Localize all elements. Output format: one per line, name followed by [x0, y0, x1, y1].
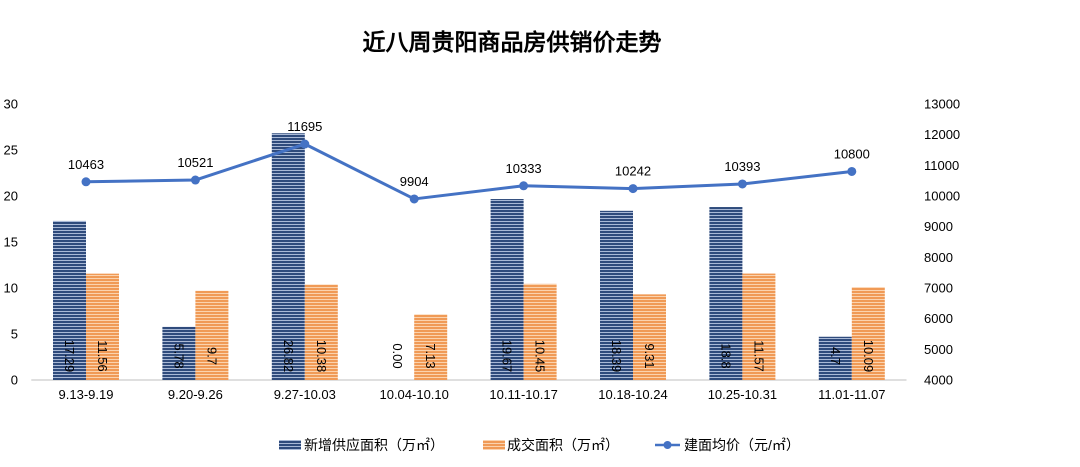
- x-tick-label: 10.11-10.17: [489, 387, 557, 402]
- bar-transaction: [195, 290, 229, 380]
- bar-transaction: [414, 314, 448, 380]
- bar-label-transaction: 10.38: [314, 340, 329, 373]
- legend-swatch-price-marker: [663, 441, 672, 449]
- legend-swatch-new-supply: [279, 440, 301, 450]
- price-label: 10242: [615, 164, 651, 179]
- price-point: [300, 139, 310, 149]
- price-line-series: 10463 10521 11695 9904 10333 10242 10393 10800: [68, 119, 870, 204]
- bars: 17.29 5.78 26.82 0.00 19.67 18.39 18.8 4.7 11.56…: [53, 133, 885, 380]
- x-tick-label: 9.13-9.19: [59, 387, 114, 402]
- bar-label-new-supply: 26.82: [281, 340, 296, 373]
- bar-label-transaction: 11.57: [751, 340, 766, 372]
- bar-new-supply: [709, 207, 743, 380]
- bar-transaction: [633, 294, 666, 380]
- price-point: [737, 179, 747, 189]
- bar-new-supply: [600, 210, 633, 380]
- y-right-tick-label: 9000: [924, 219, 953, 234]
- x-tick-label: 10.18-10.24: [598, 387, 667, 402]
- bar-label-new-supply: 18.39: [609, 340, 624, 373]
- y-left-tick-label: 10: [4, 281, 18, 296]
- bar-label-new-supply: 0.00: [390, 343, 405, 368]
- x-tick-label: 9.20-9.26: [168, 387, 223, 402]
- y-right-tick-label: 11000: [924, 158, 959, 173]
- price-label: 10393: [724, 159, 760, 174]
- legend-item-new-supply: 新增供应面积（万㎡）: [279, 437, 444, 453]
- y-left-tick-label: 30: [4, 97, 18, 112]
- bar-label-transaction: 7.13: [423, 343, 438, 368]
- bar-label-transaction: 11.56: [95, 340, 110, 372]
- price-point: [519, 181, 529, 191]
- y-right-tick-label: 10000: [924, 189, 960, 204]
- y-right-tick-label: 13000: [924, 97, 960, 112]
- price-label: 10463: [68, 157, 104, 172]
- legend: 新增供应面积（万㎡） 成交面积（万㎡） 建面均价（元/㎡）: [279, 437, 800, 453]
- bar-new-supply: [271, 133, 305, 380]
- y-left-tick-label: 20: [4, 189, 18, 204]
- price-point: [847, 166, 857, 176]
- y-left-tick-label: 15: [4, 235, 18, 250]
- legend-swatch-transaction: [483, 440, 505, 450]
- x-tick-label: 10.04-10.10: [379, 387, 448, 402]
- price-point: [190, 175, 200, 185]
- legend-label-new-supply: 新增供应面积（万㎡）: [304, 437, 444, 453]
- bar-label-new-supply: 17.29: [62, 340, 77, 373]
- y-right-tick-label: 5000: [924, 342, 953, 357]
- price-label: 10800: [834, 146, 870, 161]
- price-label: 9904: [400, 174, 429, 189]
- price-point: [628, 184, 638, 194]
- x-tick-label: 11.01-11.07: [818, 387, 885, 402]
- y-right-tick-label: 12000: [924, 127, 960, 142]
- bar-transaction: [304, 284, 338, 380]
- bar-label-new-supply: 18.8: [718, 343, 733, 368]
- x-tick-label: 9.27-10.03: [274, 387, 336, 402]
- legend-label-transaction: 成交面积（万㎡）: [507, 437, 619, 453]
- bar-label-transaction: 9.31: [642, 343, 657, 368]
- price-point: [409, 194, 419, 204]
- bar-transaction: [742, 273, 776, 380]
- price-point: [81, 177, 91, 187]
- bar-new-supply: [53, 220, 86, 380]
- bar-label-new-supply: 4.7: [828, 347, 843, 365]
- y-left-tick-label: 5: [11, 327, 18, 342]
- bar-new-supply: [818, 336, 852, 380]
- price-line: [85, 142, 852, 201]
- price-label: 10521: [177, 155, 213, 170]
- bar-label-new-supply: 19.67: [500, 340, 515, 373]
- bar-new-supply: [162, 326, 196, 380]
- y-right-tick-label: 4000: [924, 373, 953, 388]
- bar-transaction: [523, 283, 557, 380]
- price-label: 10333: [506, 161, 542, 176]
- legend-label-price: 建面均价（元/㎡）: [684, 437, 800, 453]
- y-left-tick-label: 0: [11, 373, 18, 388]
- bar-new-supply: [490, 199, 524, 380]
- y-right-tick-label: 8000: [924, 250, 953, 265]
- bar-transaction: [86, 273, 119, 380]
- bar-label-transaction: 9.7: [204, 347, 219, 365]
- y-right-tick-label: 6000: [924, 311, 953, 326]
- legend-item-transaction: 成交面积（万㎡）: [483, 437, 619, 453]
- bar-label-new-supply: 5.78: [171, 343, 186, 368]
- y-right-tick-label: 7000: [924, 281, 953, 296]
- price-label: 11695: [287, 119, 322, 134]
- chart-title: 近八周贵阳商品房供销价走势: [363, 29, 662, 55]
- legend-item-price: 建面均价（元/㎡）: [655, 437, 800, 453]
- bar-label-transaction: 10.45: [533, 340, 548, 373]
- bar-label-transaction: 10.09: [861, 340, 876, 373]
- bar-transaction: [851, 287, 885, 380]
- axes: 0 5 10 15 20 25 30 4000 5000 6000 7000 8000 9000 1000…: [4, 97, 961, 403]
- x-tick-label: 10.25-10.31: [708, 387, 777, 402]
- y-left-tick-label: 25: [4, 143, 18, 158]
